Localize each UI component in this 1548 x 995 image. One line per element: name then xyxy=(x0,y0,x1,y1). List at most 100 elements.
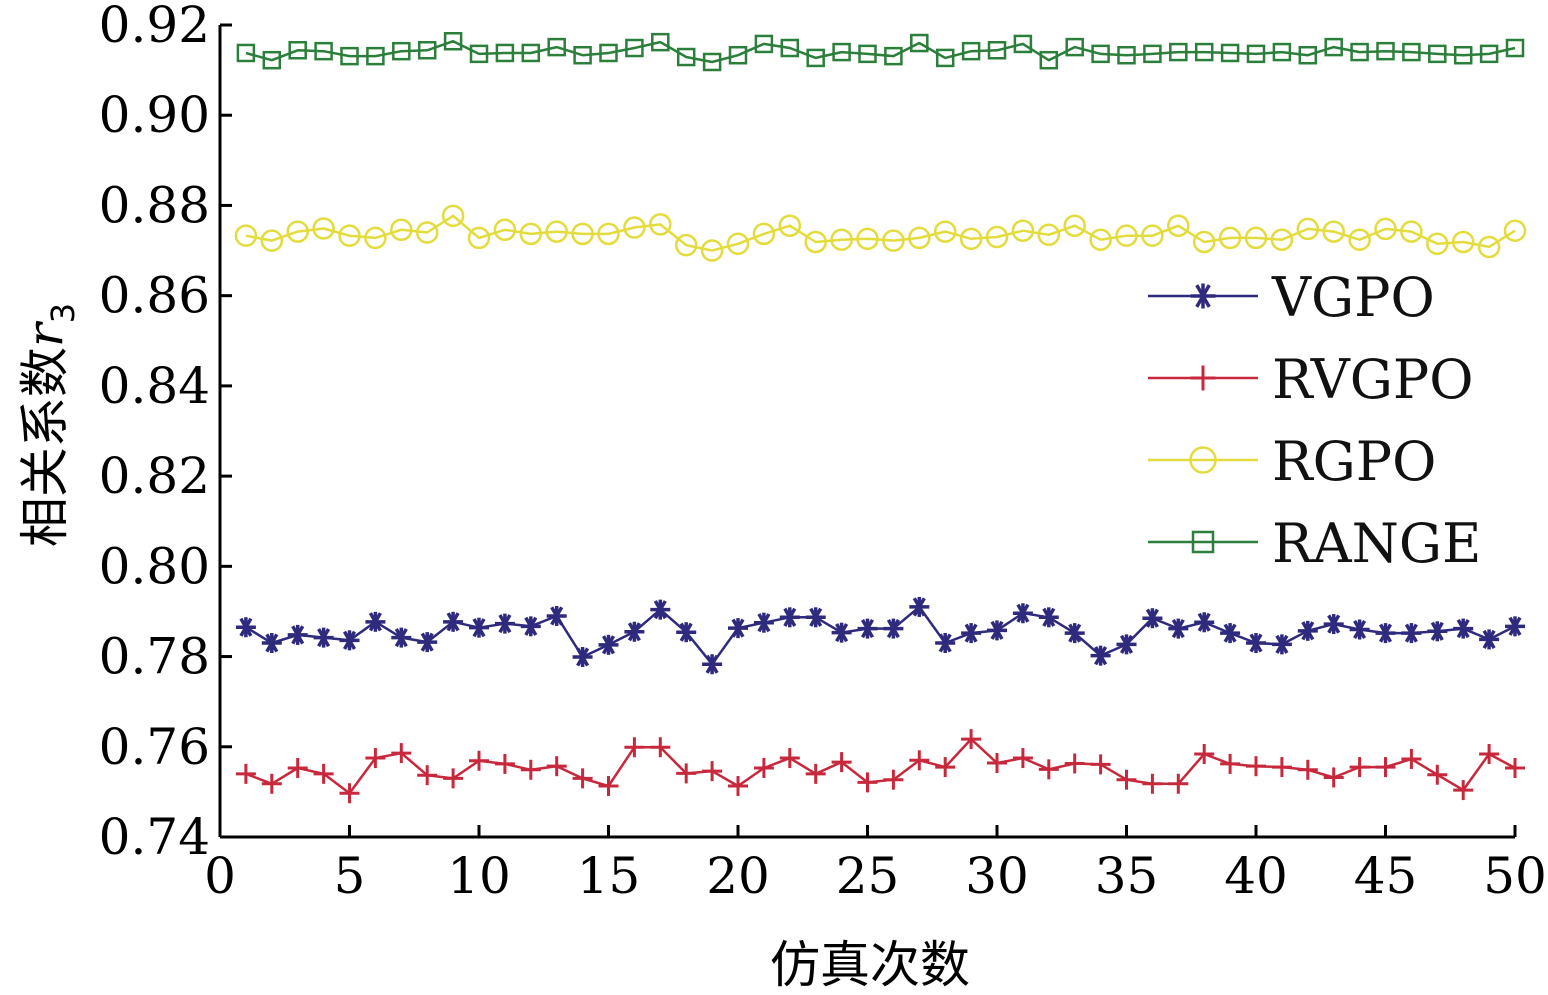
y-tick-label: 0.88 xyxy=(99,176,210,234)
data-point-rgpo xyxy=(1167,214,1190,237)
data-point-range xyxy=(910,33,929,53)
y-tick-label: 0.74 xyxy=(99,808,210,866)
data-point-rgpo xyxy=(312,217,335,240)
data-point-range xyxy=(288,41,307,60)
data-point-rgpo xyxy=(545,220,568,243)
data-point-rvgpo xyxy=(1246,756,1266,777)
y-axis-title-subscript: 3 xyxy=(44,303,82,323)
y-tick-label: 0.86 xyxy=(99,267,210,325)
legend-item-rgpo: RGPO xyxy=(1148,430,1436,493)
data-point-rvgpo xyxy=(520,759,541,780)
data-point-rvgpo xyxy=(365,748,386,769)
legend-label-rvgpo: RVGPO xyxy=(1272,348,1473,411)
series-range xyxy=(236,31,1525,72)
data-point-vgpo xyxy=(261,633,282,654)
data-point-rvgpo xyxy=(728,776,748,797)
data-point-range xyxy=(858,44,877,64)
data-point-rvgpo xyxy=(469,750,489,771)
data-point-vgpo xyxy=(1375,623,1396,644)
data-point-range xyxy=(1169,42,1188,62)
data-point-rgpo xyxy=(1374,217,1397,241)
svg-text:相关系数r3: 相关系数r3 xyxy=(16,303,82,547)
data-point-rvgpo xyxy=(1064,753,1085,774)
legend-marker-range xyxy=(1191,530,1215,554)
data-point-rvgpo xyxy=(287,757,308,778)
x-tick-label: 25 xyxy=(836,847,900,905)
data-point-vgpo xyxy=(1168,618,1189,639)
data-point-range xyxy=(340,46,359,66)
data-point-range xyxy=(1272,42,1292,62)
data-point-rgpo xyxy=(726,232,750,256)
data-point-rgpo xyxy=(623,216,646,239)
data-point-rgpo xyxy=(830,228,853,251)
data-point-vgpo xyxy=(339,630,360,651)
data-point-rgpo xyxy=(1477,235,1501,259)
data-point-range xyxy=(702,52,722,72)
data-point-rvgpo xyxy=(779,748,800,769)
data-point-vgpo xyxy=(1453,618,1474,639)
data-point-rvgpo xyxy=(1349,757,1370,778)
data-point-rvgpo xyxy=(987,753,1007,774)
data-point-vgpo xyxy=(235,617,256,638)
data-point-range xyxy=(443,31,463,51)
data-point-vgpo xyxy=(1116,634,1137,655)
legend-label-vgpo: VGPO xyxy=(1271,266,1435,329)
data-point-range xyxy=(366,46,385,66)
data-point-rvgpo xyxy=(1271,757,1292,778)
y-tick-label: 0.92 xyxy=(99,0,210,54)
y-axis-title-symbol: r xyxy=(16,320,74,347)
series-line-range xyxy=(245,39,1516,64)
data-point-range xyxy=(1453,45,1473,65)
y-tick-label: 0.78 xyxy=(99,628,210,686)
data-point-rgpo xyxy=(519,222,543,246)
x-tick-label: 5 xyxy=(334,847,366,905)
data-point-range xyxy=(1350,42,1369,62)
data-point-rgpo xyxy=(441,204,465,228)
data-point-rvgpo xyxy=(1505,757,1525,778)
data-point-range xyxy=(1376,41,1395,61)
legend-marker-rvgpo xyxy=(1190,365,1216,391)
data-point-vgpo xyxy=(702,654,723,675)
data-point-vgpo xyxy=(1427,621,1448,642)
data-point-vgpo xyxy=(909,596,930,617)
data-point-rgpo xyxy=(467,226,491,250)
data-point-rgpo xyxy=(286,220,309,243)
data-point-rgpo xyxy=(674,233,698,257)
data-point-rgpo xyxy=(804,230,827,254)
data-point-rvgpo xyxy=(1090,754,1111,775)
x-tick-label: 0 xyxy=(204,847,236,905)
series-line-rgpo xyxy=(245,214,1516,252)
legend-label-range: RANGE xyxy=(1272,512,1481,575)
data-point-range xyxy=(1220,43,1240,63)
data-point-vgpo xyxy=(1401,623,1422,644)
data-point-rvgpo xyxy=(935,757,956,778)
series-rvgpo xyxy=(235,729,1525,804)
data-point-rvgpo xyxy=(261,773,282,794)
data-point-vgpo xyxy=(857,618,878,639)
data-point-rgpo xyxy=(959,227,983,251)
data-point-rvgpo xyxy=(909,750,930,771)
data-point-range xyxy=(521,43,541,63)
data-point-rvgpo xyxy=(1038,759,1059,780)
data-point-range xyxy=(1091,44,1110,64)
data-point-rgpo xyxy=(752,222,776,246)
data-point-range xyxy=(832,42,851,62)
series-rgpo xyxy=(234,204,1527,262)
data-point-rvgpo xyxy=(313,763,334,784)
data-point-vgpo xyxy=(1142,608,1163,629)
data-point-vgpo xyxy=(1194,612,1215,633)
data-point-range xyxy=(1324,37,1343,57)
data-point-rgpo xyxy=(338,224,361,247)
x-axis-title: 仿真次数 xyxy=(770,936,970,994)
data-point-rgpo xyxy=(597,222,620,246)
x-tick-label: 30 xyxy=(965,847,1029,905)
data-point-rvgpo xyxy=(831,752,852,773)
data-point-rvgpo xyxy=(1375,757,1396,778)
data-point-rvgpo xyxy=(676,763,697,784)
x-tick-label: 15 xyxy=(577,847,641,905)
data-point-rgpo xyxy=(1426,232,1449,256)
data-point-range xyxy=(1479,44,1499,64)
data-point-range xyxy=(469,44,489,64)
data-point-rvgpo xyxy=(494,753,515,774)
